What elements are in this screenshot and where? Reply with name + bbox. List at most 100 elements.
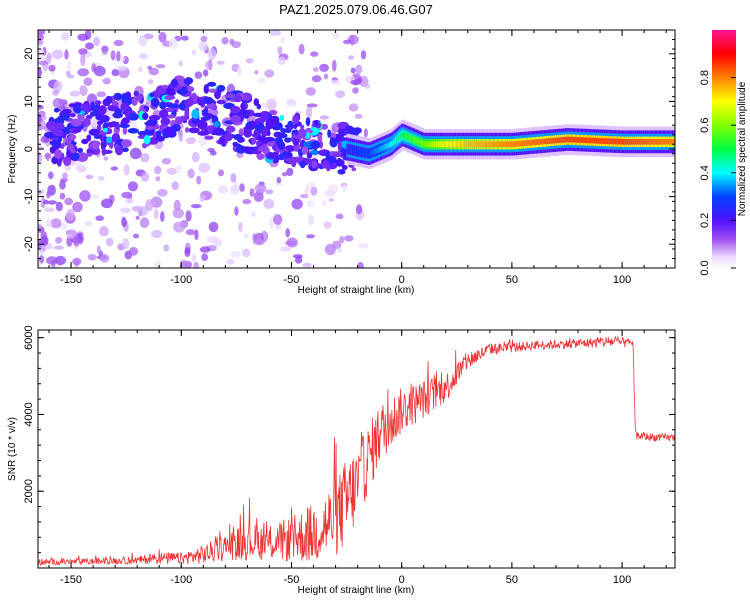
heatmap-blob	[102, 127, 108, 133]
heatmap-blob	[38, 114, 42, 125]
heatmap-blob	[291, 198, 303, 210]
x-tick-label: -100	[170, 274, 192, 286]
heatmap-blob	[101, 51, 108, 55]
heatmap-blob	[115, 121, 120, 130]
heatmap-blob	[72, 128, 82, 133]
heatmap-blob	[239, 183, 245, 192]
heatmap-blob	[216, 99, 227, 105]
heatmap-band	[456, 141, 459, 148]
heatmap-blob	[122, 238, 130, 250]
heatmap-blob	[145, 199, 154, 212]
heatmap-blob	[47, 200, 58, 205]
heatmap-band	[592, 137, 596, 144]
heatmap-blob	[221, 37, 229, 45]
heatmap-blob	[201, 111, 209, 117]
heatmap-band	[460, 141, 463, 148]
heatmap-blob	[142, 112, 149, 121]
heatmap-blob	[40, 197, 46, 209]
heatmap-blob	[274, 180, 283, 187]
heatmap-blob	[311, 75, 322, 83]
heatmap-blob	[337, 247, 343, 253]
heatmap-blob	[43, 137, 52, 143]
heatmap-blob	[260, 102, 268, 109]
heatmap-blob	[286, 100, 297, 107]
heatmap-blob	[357, 261, 364, 268]
heatmap-blob	[129, 147, 142, 160]
heatmap-blob	[121, 117, 130, 124]
heatmap-band	[611, 138, 614, 145]
heatmap-blob	[140, 153, 150, 163]
heatmap-blob	[364, 83, 371, 89]
heatmap-blob	[150, 196, 163, 208]
heatmap-blob	[203, 96, 214, 105]
heatmap-band	[666, 139, 670, 145]
heatmap-blob	[148, 79, 154, 85]
heatmap-blob	[213, 238, 223, 247]
heatmap-blob	[286, 167, 294, 177]
heatmap-blob	[286, 156, 298, 164]
x-tick-label: -50	[284, 574, 300, 586]
heatmap-blob	[201, 253, 209, 261]
heatmap-blob	[279, 246, 292, 252]
heatmap-blob	[261, 111, 270, 122]
heatmap-blob	[151, 229, 163, 239]
heatmap-band	[629, 139, 633, 145]
heatmap-blob	[240, 92, 253, 101]
heatmap-blob	[96, 120, 104, 125]
heatmap-blob	[72, 236, 80, 247]
heatmap-blob	[193, 261, 200, 268]
x-tick-label: 100	[613, 274, 631, 286]
heatmap-blob	[38, 255, 45, 264]
heatmap-blob	[292, 254, 303, 259]
heatmap-blob	[348, 55, 355, 60]
heatmap-blob	[348, 103, 359, 112]
heatmap-blob	[242, 146, 252, 152]
heatmap-blob	[354, 113, 363, 119]
heatmap-blob	[79, 85, 88, 97]
heatmap-blob	[278, 153, 285, 161]
heatmap-blob	[102, 77, 111, 85]
x-tick-label: 50	[506, 274, 518, 286]
heatmap-blob	[352, 87, 359, 94]
heatmap-band	[607, 138, 610, 145]
heatmap-blob	[238, 221, 243, 233]
spectrogram-y-axis-label: Frequency (Hz)	[7, 115, 18, 184]
heatmap-blob	[49, 139, 61, 147]
heatmap-blob	[257, 77, 266, 84]
heatmap-blob	[121, 93, 129, 98]
heatmap-blob	[38, 104, 44, 110]
heatmap-blob	[226, 258, 235, 265]
heatmap-blob	[242, 248, 251, 258]
heatmap-blob	[167, 103, 179, 109]
heatmap-blob	[284, 137, 292, 143]
heatmap-blob	[178, 130, 183, 142]
heatmap-blob	[166, 167, 178, 175]
heatmap-blob	[185, 127, 189, 133]
heatmap-blob	[310, 186, 318, 196]
heatmap-blob	[176, 88, 188, 95]
heatmap-band	[361, 149, 364, 155]
heatmap-blob	[199, 246, 211, 253]
heatmap-blob	[84, 220, 93, 227]
heatmap-blob	[184, 98, 194, 107]
heatmap-blob	[121, 147, 129, 153]
y-tick-label: -20	[23, 236, 35, 252]
heatmap-blob	[128, 246, 139, 256]
heatmap-blob	[216, 60, 225, 65]
heatmap-band	[584, 137, 588, 144]
heatmap-blob	[243, 109, 250, 119]
heatmap-blob	[171, 181, 179, 191]
heatmap-blob	[77, 68, 89, 77]
heatmap-blob	[292, 114, 299, 125]
heatmap-blob	[336, 157, 342, 167]
heatmap-blob	[213, 121, 220, 128]
heatmap-band	[531, 139, 535, 146]
heatmap-blob	[208, 48, 217, 61]
heatmap-band	[464, 141, 467, 148]
heatmap-blob	[85, 174, 94, 180]
heatmap-blob	[270, 115, 280, 124]
heatmap-blob	[240, 101, 246, 112]
colorbar-gradient	[712, 30, 736, 268]
heatmap-band	[363, 149, 367, 156]
heatmap-blob	[80, 54, 86, 66]
